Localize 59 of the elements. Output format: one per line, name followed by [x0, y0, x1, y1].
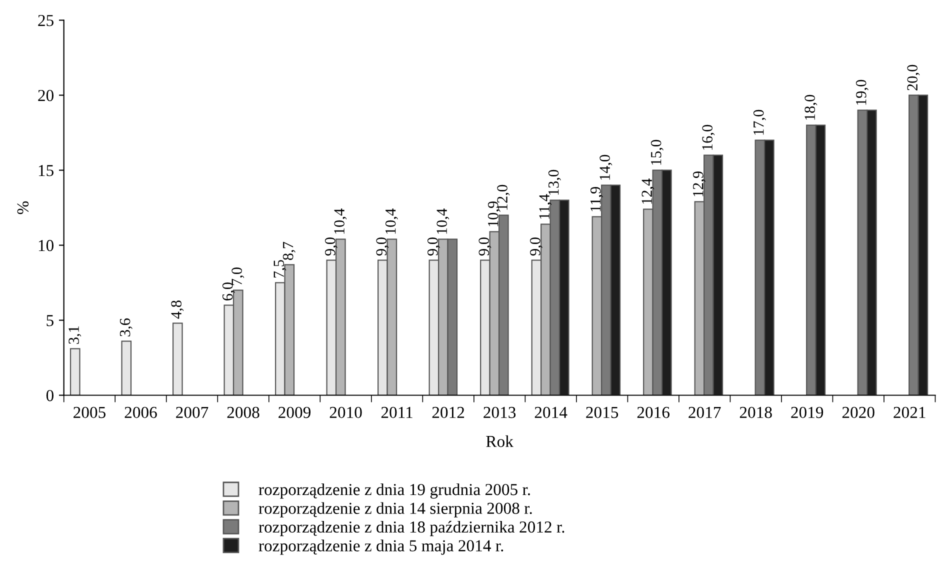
- data-label: 10,4: [385, 208, 398, 234]
- y-tick-label: 25: [38, 14, 54, 26]
- y-tick-label: 5: [46, 315, 54, 326]
- data-label: 10,4: [436, 208, 450, 234]
- data-label: 13,0: [548, 170, 561, 195]
- y-tick-label: 10: [38, 240, 54, 252]
- x-tick-label: 2006: [124, 406, 157, 418]
- data-label: 3,1: [68, 326, 82, 344]
- x-tick-label: 2019: [791, 406, 824, 418]
- data-label: 9,0: [478, 238, 492, 256]
- data-label: 14,0: [600, 154, 612, 180]
- legend-label: rozporządzenie z dnia 14 sierpnia 2008 r.: [258, 502, 532, 518]
- data-label: 6,0: [222, 282, 235, 300]
- data-label: 9,0: [324, 238, 338, 256]
- legend-label: rozporządzenie z dnia 19 grudnia 2005 r.: [258, 483, 530, 499]
- data-label: 7,0: [232, 268, 244, 286]
- x-tick-label: 2013: [484, 406, 516, 418]
- bar: [172, 322, 183, 396]
- data-label: 8,7: [282, 242, 296, 260]
- bar: [121, 340, 132, 396]
- x-tick-label: 2014: [534, 406, 568, 418]
- data-label: 3,6: [120, 318, 132, 336]
- x-tick-label: 2016: [637, 406, 670, 418]
- x-axis-title: Rok: [486, 435, 514, 448]
- y-tick-label: 15: [38, 164, 54, 176]
- data-label: 19,0: [856, 80, 868, 105]
- y-axis-title: %: [17, 201, 29, 214]
- x-tick-label: 2015: [586, 406, 618, 418]
- data-label: 7,5: [274, 260, 286, 278]
- data-label: 4,8: [171, 300, 184, 319]
- data-label: 15,0: [650, 140, 664, 165]
- x-tick-label: 2021: [894, 406, 926, 418]
- data-label: 9,0: [376, 238, 389, 256]
- y-tick-label: 20: [38, 90, 54, 102]
- x-tick-label: 2010: [330, 406, 362, 418]
- x-tick-label: 2009: [278, 406, 310, 418]
- data-label: 18,0: [804, 94, 818, 120]
- data-label: 11,4: [539, 194, 552, 219]
- x-tick-label: 2012: [432, 406, 464, 418]
- data-label: 17,0: [753, 110, 766, 135]
- legend-label: rozporządzenie z dnia 5 maja 2014 r.: [258, 540, 504, 555]
- x-tick-label: 2017: [688, 406, 721, 418]
- bar: [70, 348, 80, 396]
- y-tick-label: 0: [46, 390, 54, 402]
- x-tick-label: 2011: [381, 406, 412, 418]
- x-tick-label: 2005: [74, 406, 106, 418]
- x-tick-label: 2018: [740, 406, 772, 418]
- x-tick-label: 2007: [176, 406, 208, 418]
- data-label: 10,4: [334, 208, 347, 234]
- legend-label: rozporządzenie z dnia 18 października 2012 r.: [258, 520, 564, 536]
- x-tick-label: 2008: [227, 406, 260, 418]
- x-tick-label: 2020: [842, 406, 874, 418]
- data-label: 20,0: [907, 64, 920, 90]
- data-label: 11,9: [590, 187, 603, 212]
- data-label: 9,0: [427, 238, 440, 256]
- data-label: 12,9: [693, 171, 706, 196]
- data-label: 9,0: [530, 238, 542, 256]
- data-label: 16,0: [702, 124, 715, 150]
- data-label: 12,4: [642, 178, 654, 204]
